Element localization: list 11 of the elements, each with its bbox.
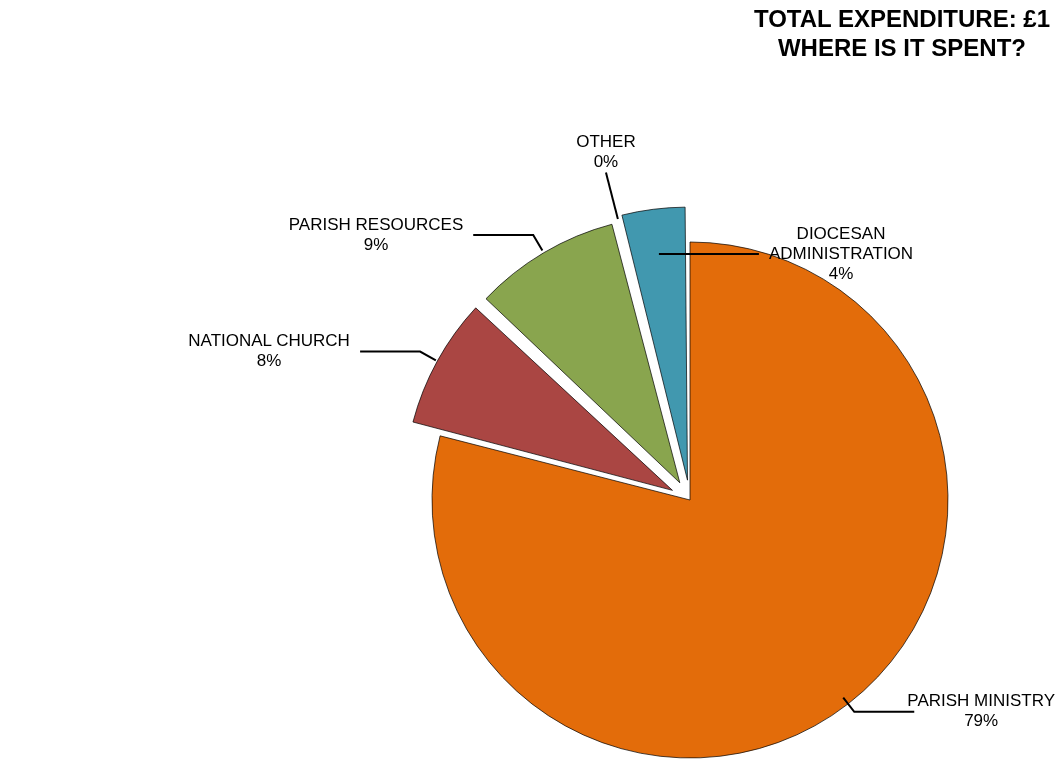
data-label: 79% — [964, 711, 999, 731]
slice-label: DIOCESAN ADMINISTRATION — [768, 223, 914, 263]
data-label: 9% — [363, 234, 389, 254]
text: 0% — [593, 152, 619, 172]
slice-label: PARISH MINISTRY — [907, 691, 1055, 711]
slice-label: NATIONAL CHURCH — [188, 331, 350, 351]
slice-label: PARISH RESOURCES — [288, 214, 464, 234]
category-label: OTHER — [576, 132, 636, 152]
data-label: 8% — [256, 351, 282, 371]
data-label: 4% — [828, 263, 854, 283]
chart-title: TOTAL EXPENDITURE: £1 WHERE IS IT SPENT? — [753, 4, 1050, 62]
